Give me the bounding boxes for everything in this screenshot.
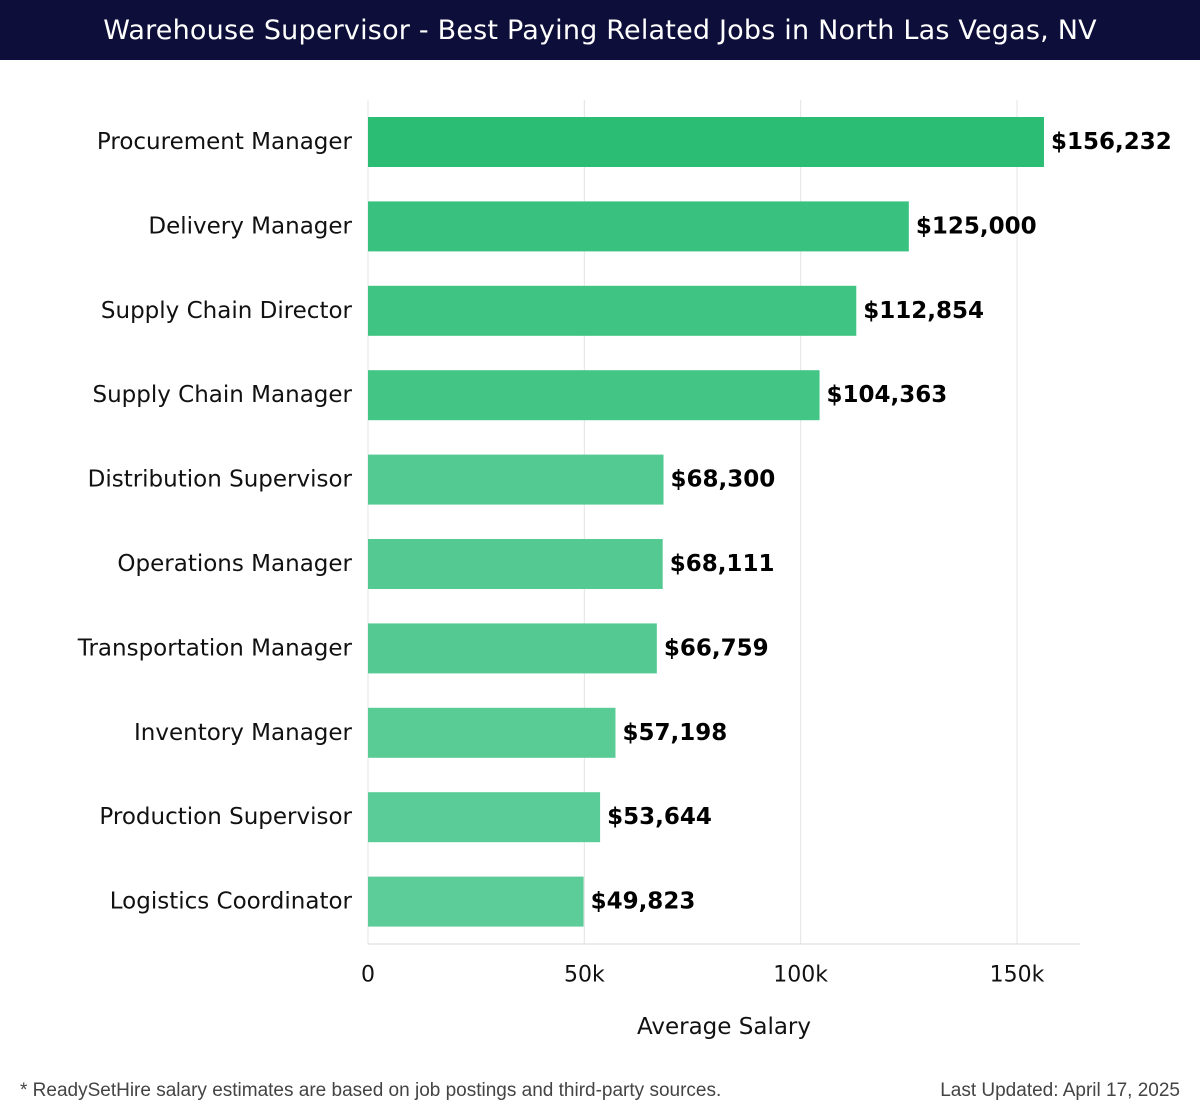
value-label-7: $66,759 xyxy=(664,635,769,661)
salary-bar-chart: Procurement Manager $156,232 Delivery Mana… xyxy=(77,100,1172,1040)
bar-1 xyxy=(368,117,1044,167)
chart-title-bar: Warehouse Supervisor - Best Paying Relat… xyxy=(0,0,1200,60)
category-label-9: Production Supervisor xyxy=(99,804,352,830)
value-label-5: $68,300 xyxy=(671,467,776,493)
category-label-5: Distribution Supervisor xyxy=(88,467,353,493)
category-label-4: Supply Chain Manager xyxy=(92,382,352,408)
chart-title: Warehouse Supervisor - Best Paying Relat… xyxy=(103,14,1097,46)
bar-5 xyxy=(368,454,664,505)
value-label-8: $57,198 xyxy=(622,720,727,746)
category-label-8: Inventory Manager xyxy=(134,720,353,746)
category-label-1: Procurement Manager xyxy=(97,129,353,155)
footer-note: * ReadySetHire salary estimates are base… xyxy=(20,1080,722,1101)
x-tick-label-0: 0 xyxy=(361,963,375,988)
value-label-9: $53,644 xyxy=(607,804,712,830)
category-label-6: Operations Manager xyxy=(117,551,352,577)
bar-9 xyxy=(368,792,601,843)
bar-4 xyxy=(368,370,820,421)
value-label-1: $156,232 xyxy=(1051,129,1172,155)
bar-6 xyxy=(368,539,663,589)
last-updated: Last Updated: April 17, 2025 xyxy=(940,1080,1180,1101)
category-label-2: Delivery Manager xyxy=(148,213,352,239)
bar-3 xyxy=(368,285,857,336)
bar-2 xyxy=(368,201,909,252)
category-label-7: Transportation Manager xyxy=(77,635,353,661)
value-label-3: $112,854 xyxy=(863,298,984,324)
value-label-4: $104,363 xyxy=(827,382,948,408)
bar-8 xyxy=(368,707,616,758)
category-label-10: Logistics Coordinator xyxy=(110,889,353,915)
x-tick-label-3: 150k xyxy=(990,963,1045,988)
x-tick-label-1: 50k xyxy=(564,963,605,988)
x-axis-title: Average Salary xyxy=(637,1014,811,1040)
value-label-2: $125,000 xyxy=(916,213,1037,239)
value-label-6: $68,111 xyxy=(670,551,775,577)
value-label-10: $49,823 xyxy=(591,889,696,915)
x-tick-label-2: 100k xyxy=(773,963,828,988)
bar-10 xyxy=(368,876,584,927)
category-label-3: Supply Chain Director xyxy=(101,298,353,324)
bar-7 xyxy=(368,623,657,674)
